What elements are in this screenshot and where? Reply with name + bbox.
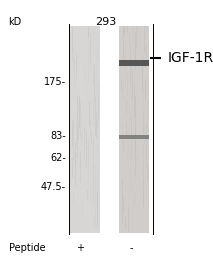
Text: Peptide: Peptide <box>9 243 45 253</box>
Text: 62-: 62- <box>50 153 66 163</box>
Bar <box>119 135 149 139</box>
Text: kD: kD <box>9 17 22 27</box>
Bar <box>119 26 149 233</box>
Text: 175-: 175- <box>44 77 66 87</box>
Bar <box>119 60 149 66</box>
Text: 47.5-: 47.5- <box>41 182 66 192</box>
Text: 83-: 83- <box>50 131 66 141</box>
Text: +: + <box>76 243 84 253</box>
Text: -: - <box>129 243 133 253</box>
Text: 293: 293 <box>95 17 116 27</box>
Text: IGF-1R: IGF-1R <box>167 51 213 65</box>
Bar <box>70 26 100 233</box>
